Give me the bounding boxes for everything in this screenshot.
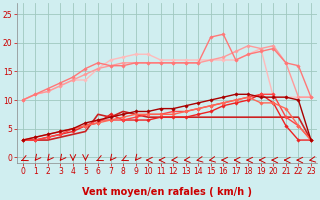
X-axis label: Vent moyen/en rafales ( km/h ): Vent moyen/en rafales ( km/h ) (82, 187, 252, 197)
